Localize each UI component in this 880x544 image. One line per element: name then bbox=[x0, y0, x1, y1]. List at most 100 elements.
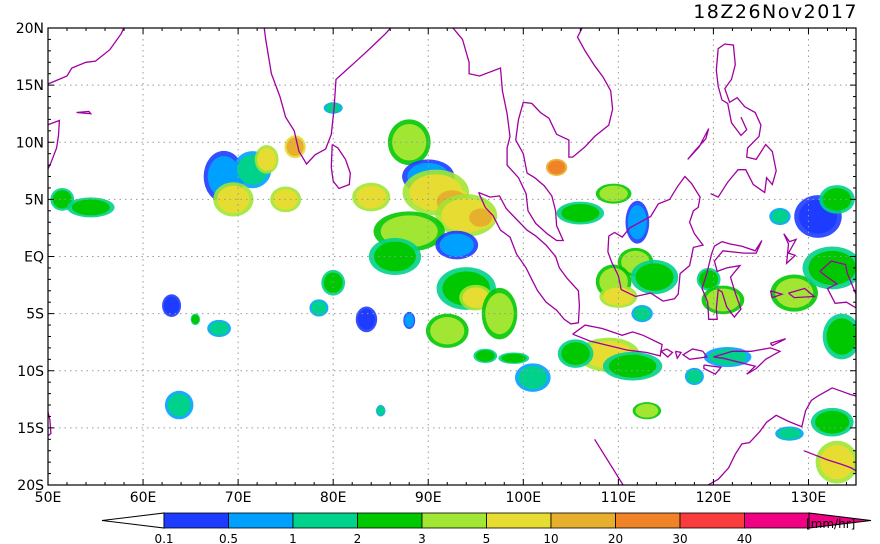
rain-cell bbox=[561, 203, 600, 223]
rain-cell bbox=[548, 160, 566, 175]
rain-cell bbox=[325, 103, 341, 113]
coastline bbox=[48, 119, 61, 171]
rain-cell bbox=[167, 393, 191, 417]
coastline bbox=[783, 233, 798, 266]
rain-cell bbox=[705, 288, 741, 312]
rain-cell bbox=[462, 287, 490, 308]
rain-cell bbox=[771, 209, 789, 224]
colorbar-swatch bbox=[679, 512, 745, 529]
colorbar-level-label: 0.1 bbox=[154, 532, 173, 544]
rain-cell bbox=[815, 410, 850, 434]
colorbar-swatch bbox=[550, 512, 616, 529]
rain-cell bbox=[191, 314, 200, 324]
rain-cell bbox=[286, 137, 304, 156]
lon-label: 110E bbox=[601, 490, 637, 506]
rain-cell bbox=[608, 354, 657, 378]
colorbar-level-label: 40 bbox=[737, 532, 752, 544]
colorbar: 0.1 0.5 1 2 3 5 10 20 30 40 [mm/hr] bbox=[101, 512, 872, 544]
colorbar-unit: [mm/hr] bbox=[806, 517, 855, 531]
coastline bbox=[769, 290, 785, 299]
colorbar-level-label: 5 bbox=[483, 532, 491, 544]
colorbar-swatch bbox=[228, 512, 294, 529]
rain-cell bbox=[376, 406, 385, 416]
coastline bbox=[478, 191, 581, 325]
rain-cell bbox=[518, 366, 548, 390]
rain-cell bbox=[501, 353, 527, 363]
colorbar-swatch bbox=[421, 512, 487, 529]
colorbar-level-label: 0.5 bbox=[219, 532, 238, 544]
rain-cell bbox=[469, 208, 492, 227]
lon-label: 70E bbox=[225, 490, 252, 506]
lat-label: 15N bbox=[16, 78, 44, 94]
colorbar-level-label: 10 bbox=[543, 532, 558, 544]
colorbar-level-label: 1 bbox=[289, 532, 297, 544]
rain-cell bbox=[475, 350, 495, 362]
coastline bbox=[769, 338, 786, 347]
latitude-labels: 20N 15N 10N 5N EQ 5S 10S 15S 20S bbox=[16, 21, 44, 494]
colorbar-swatch bbox=[486, 512, 552, 529]
lat-label: EQ bbox=[24, 250, 44, 266]
rain-cell bbox=[561, 342, 590, 366]
colorbar-swatch bbox=[292, 512, 358, 529]
rain-rate-field bbox=[50, 102, 856, 484]
rain-cell bbox=[355, 185, 387, 209]
rain-cell bbox=[52, 190, 72, 209]
longitude-labels: 50E 60E 70E 80E 90E 100E 110E 120E 130E bbox=[35, 490, 827, 506]
coastline bbox=[713, 347, 782, 375]
colorbar-level-label: 3 bbox=[418, 532, 426, 544]
lat-label: 5N bbox=[25, 192, 44, 208]
lat-label: 20S bbox=[17, 478, 44, 494]
rain-cell bbox=[635, 263, 674, 291]
rain-cell bbox=[778, 427, 801, 440]
rain-cell bbox=[163, 296, 180, 315]
colorbar-level-label: 20 bbox=[608, 532, 623, 544]
rain-cell bbox=[627, 205, 647, 240]
lat-lon-grid bbox=[48, 28, 856, 485]
coastlines bbox=[48, 28, 856, 485]
lat-label: 10N bbox=[16, 135, 44, 151]
rain-cell bbox=[808, 250, 856, 286]
rain-cell bbox=[686, 369, 703, 384]
lat-label: 15S bbox=[17, 421, 44, 437]
lon-label: 50E bbox=[35, 490, 62, 506]
colorbar-level-label: 30 bbox=[672, 532, 687, 544]
colorbar-level-label: 2 bbox=[354, 532, 362, 544]
lat-label: 5S bbox=[26, 307, 44, 323]
rain-cell bbox=[635, 403, 659, 418]
lon-label: 120E bbox=[696, 490, 732, 506]
coastline bbox=[330, 143, 351, 190]
coastline bbox=[76, 110, 93, 115]
rain-cell bbox=[430, 317, 465, 345]
coastline bbox=[681, 348, 708, 360]
rain-cell bbox=[311, 301, 327, 315]
rain-cell bbox=[404, 313, 414, 328]
coastline bbox=[803, 450, 856, 472]
rain-cell bbox=[775, 278, 814, 308]
lon-label: 130E bbox=[791, 490, 827, 506]
rain-cell bbox=[357, 309, 376, 330]
rain-cell bbox=[209, 321, 229, 336]
coastline bbox=[674, 350, 683, 360]
coastline bbox=[710, 43, 777, 198]
lon-label: 60E bbox=[130, 490, 157, 506]
coastline bbox=[572, 324, 663, 357]
lon-label: 90E bbox=[415, 490, 442, 506]
axis-ticks bbox=[47, 27, 856, 486]
colorbar-swatch bbox=[615, 512, 681, 529]
coastline bbox=[703, 364, 723, 376]
coastline bbox=[788, 287, 816, 299]
rain-cell bbox=[699, 270, 719, 289]
coastline bbox=[263, 28, 614, 242]
colorbar-under-triangle bbox=[101, 512, 165, 529]
coastline bbox=[659, 348, 674, 358]
coastline bbox=[48, 28, 125, 85]
coastline bbox=[819, 260, 856, 309]
lon-label: 100E bbox=[506, 490, 542, 506]
rain-cell bbox=[392, 123, 427, 161]
rain-cell bbox=[599, 185, 628, 202]
rain-cell bbox=[439, 233, 474, 257]
rain-cell bbox=[603, 287, 634, 306]
rain-cell bbox=[708, 349, 747, 366]
lat-label: 20N bbox=[16, 21, 44, 37]
